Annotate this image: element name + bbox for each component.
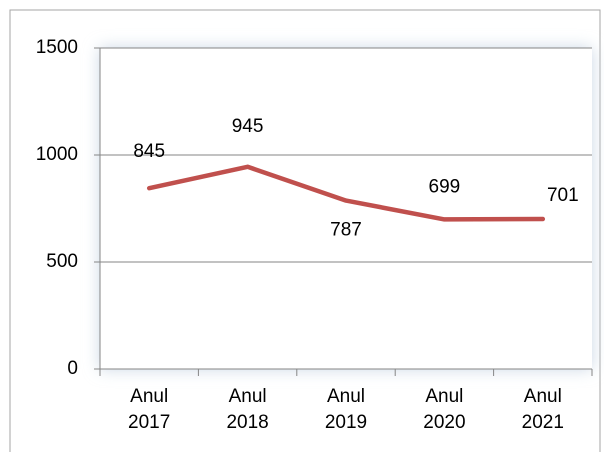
y-tick-label: 500 [46,251,78,272]
x-tick-label: Anul 2017 [128,386,171,433]
x-tick-label: Anul 2018 [226,386,269,433]
y-tick-label: 1000 [36,144,78,165]
data-label: 845 [133,141,165,162]
data-label: 945 [232,116,264,137]
plot-area [100,48,592,369]
data-label: 701 [547,185,579,206]
x-tick-label: Anul 2020 [423,386,466,433]
data-label: 787 [330,220,362,241]
chart-frame [9,9,601,452]
x-tick-label: Anul 2019 [324,386,368,433]
y-tick-label: 1500 [36,37,78,58]
data-line [146,164,546,222]
data-label: 699 [429,176,461,197]
x-tick-label: Anul 2021 [521,386,564,433]
y-tick-label: 0 [67,358,78,379]
